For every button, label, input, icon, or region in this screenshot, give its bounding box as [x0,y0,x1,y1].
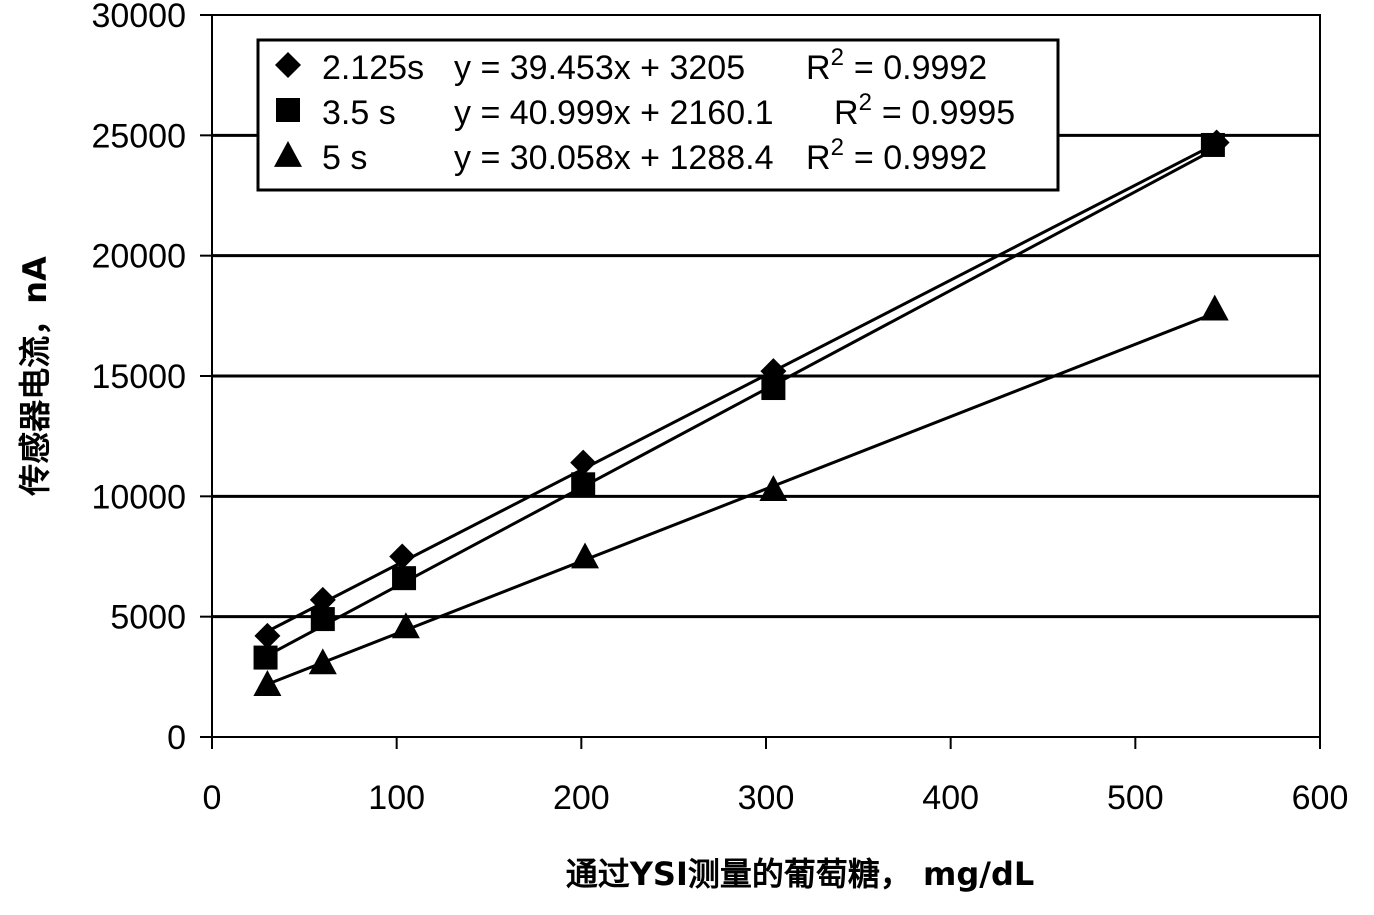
legend-equation: y = 30.058x + 1288.4 [454,139,773,177]
x-tick-label: 300 [738,779,795,817]
legend-series-name: 5 s [322,139,367,177]
x-axis-label: 通过YSI测量的葡萄糖， mg/dL [566,855,1035,893]
legend: 2.125sy = 39.453x + 3205R2= 0.99923.5 sy… [258,40,1058,190]
legend-series-name: 2.125s [322,49,424,87]
x-tick-label: 500 [1107,779,1164,817]
square-point [1201,133,1225,157]
legend-equation: y = 40.999x + 2160.1 [454,94,773,132]
square-point [392,566,416,590]
legend-square-icon [276,98,300,122]
legend-series-name: 3.5 s [322,94,396,132]
triangle-point [253,670,281,696]
x-tick-label: 600 [1292,779,1349,817]
y-tick-label: 20000 [91,238,186,276]
square-point [254,646,278,670]
y-tick-label: 5000 [110,599,186,637]
x-tick-label: 400 [922,779,979,817]
triangle-point [309,648,337,674]
triangle-point [759,475,787,501]
y-tick-label: 15000 [91,358,186,396]
diamond-point [570,450,596,476]
triangle-point [1201,295,1229,321]
y-tick-label: 30000 [91,0,186,35]
square-point [761,376,785,400]
fit-lines [266,143,1217,684]
y-tick-label: 25000 [91,117,186,155]
y-tick-label: 0 [167,719,186,757]
legend-equation: y = 39.453x + 3205 [454,49,745,87]
x-tick-label: 0 [203,779,222,817]
y-axis-label: 传感器电流，nA [16,256,54,497]
data-markers [253,130,1229,696]
x-tick-label: 100 [368,779,425,817]
square-point [311,607,335,631]
y-tick-label: 10000 [91,478,186,516]
x-tick-label: 200 [553,779,610,817]
square-point [571,472,595,496]
